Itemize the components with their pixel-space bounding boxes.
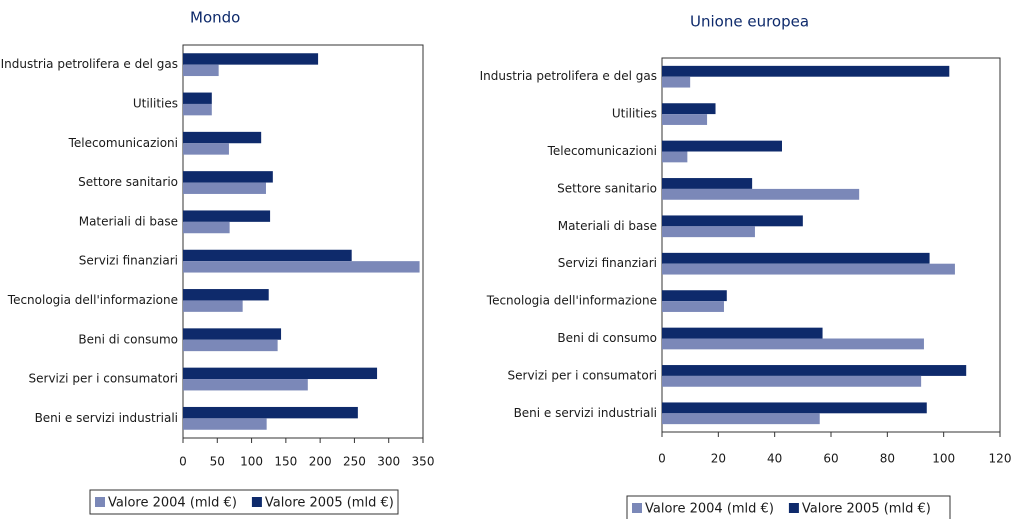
y-tick-label: Utilities [612,107,657,121]
bar [662,252,930,264]
bar [662,215,803,227]
y-tick-label: Servizi finanziari [79,254,178,268]
bar [183,182,266,194]
y-tick-label: Industria petrolifera e del gas [480,69,657,83]
y-tick-label: Industria petrolifera e del gas [1,57,178,71]
y-tick-label: Telecomunicazioni [68,136,178,150]
bar [662,375,922,387]
bar [662,188,860,200]
x-tick-label: 350 [412,455,435,469]
bar [183,379,308,391]
legend-swatch [788,503,799,513]
x-tick-label: 20 [711,452,726,466]
bar [662,290,727,302]
bar [183,300,243,312]
bar [183,339,278,352]
y-tick-label: Servizi finanziari [558,256,657,270]
x-tick-label: 50 [210,455,225,469]
y-tick-label: Materiali di base [79,214,178,228]
bar [183,92,212,104]
bar [183,261,420,273]
y-tick-label: Tecnologia dell'informazione [7,293,178,307]
legend-label: Valore 2004 (mld €) [108,496,237,511]
bar [662,263,955,275]
bar [662,65,950,77]
x-tick-label: 0 [658,452,666,466]
y-tick-label: Servizi per i consumatori [29,372,178,386]
bar [662,402,927,414]
bar [662,76,691,88]
bar [662,365,967,376]
x-tick-label: 0 [179,455,187,469]
y-tick-label: Beni di consumo [78,332,178,346]
legend-swatch [95,497,105,507]
chart-title: Mondo [190,9,240,27]
legend-box [89,489,399,515]
x-tick-label: 200 [309,455,332,469]
bar [183,406,358,419]
legend-label: Valore 2004 (mld €) [645,502,774,517]
chart-title: Unione europea [690,13,809,31]
y-tick-label: Tecnologia dell'informazione [486,294,657,308]
plot-area [182,44,424,439]
y-tick-label: Telecomunicazioni [547,144,657,158]
legend-swatch [632,503,642,513]
x-tick-label: 120 [989,452,1012,466]
x-tick-label: 40 [767,452,782,466]
bar [662,301,724,312]
bar [662,338,924,350]
bar [183,103,212,116]
y-tick-label: Beni di consumo [557,331,657,345]
bar [662,114,708,125]
bar [662,103,716,115]
x-tick-label: 80 [880,452,895,466]
bar [183,221,230,234]
legend-swatch [251,497,262,507]
x-tick-label: 100 [240,455,263,469]
legend-label: Valore 2005 (mld €) [802,502,931,517]
y-tick-label: Settore sanitario [557,181,657,195]
y-tick-label: Settore sanitario [78,175,178,189]
bar [662,226,755,238]
bar [183,171,273,183]
bar [662,413,820,425]
bar [183,289,269,301]
bar [183,210,271,222]
legend-box [626,495,951,519]
bar [662,140,782,152]
legend-label: Valore 2005 (mld €) [265,496,394,511]
bar [183,53,319,65]
bar [183,367,378,380]
bar [662,178,753,189]
y-tick-label: Beni e servizi industriali [514,406,657,420]
y-tick-label: Servizi per i consumatori [508,368,657,382]
bar [662,151,688,163]
bar [662,327,823,339]
y-tick-label: Materiali di base [558,219,657,233]
y-tick-label: Beni e servizi industriali [35,411,178,425]
x-tick-label: 250 [343,455,366,469]
y-tick-label: Utilities [133,96,178,110]
x-tick-label: 300 [377,455,400,469]
bar [183,249,352,262]
x-tick-label: 100 [932,452,955,466]
bar [183,418,267,430]
x-tick-label: 60 [823,452,838,466]
bar [183,131,262,144]
bar [183,64,219,77]
x-tick-label: 150 [274,455,297,469]
bar [183,328,282,340]
bar [183,143,229,155]
